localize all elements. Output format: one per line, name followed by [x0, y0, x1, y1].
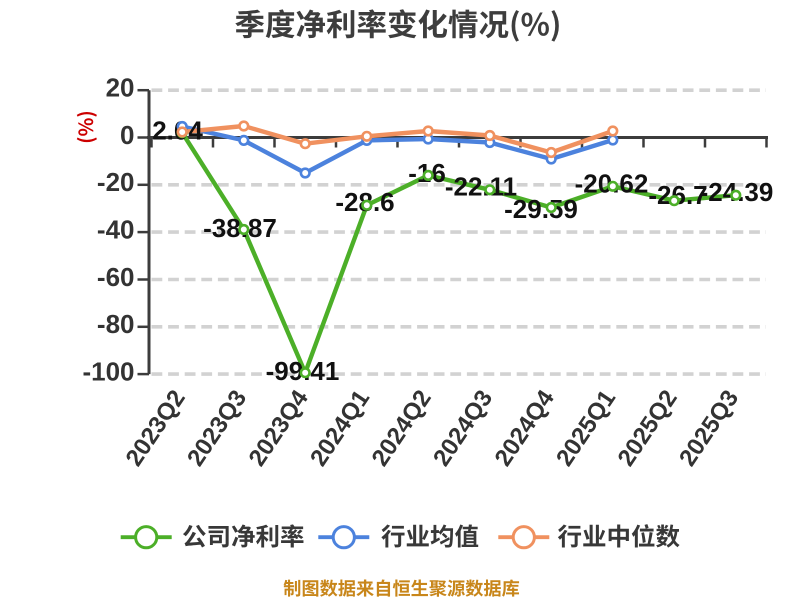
svg-text:-20: -20	[97, 167, 135, 197]
svg-text:-60: -60	[97, 262, 135, 292]
svg-text:-26.7: -26.7	[648, 180, 707, 210]
svg-text:-100: -100	[82, 357, 134, 387]
svg-text:-80: -80	[97, 309, 135, 339]
svg-text:20: 20	[106, 73, 135, 103]
svg-text:-29.59: -29.59	[504, 194, 578, 224]
svg-text:0: 0	[120, 120, 134, 150]
svg-text:-40: -40	[97, 215, 135, 245]
svg-text:-22.11: -22.11	[445, 172, 517, 202]
